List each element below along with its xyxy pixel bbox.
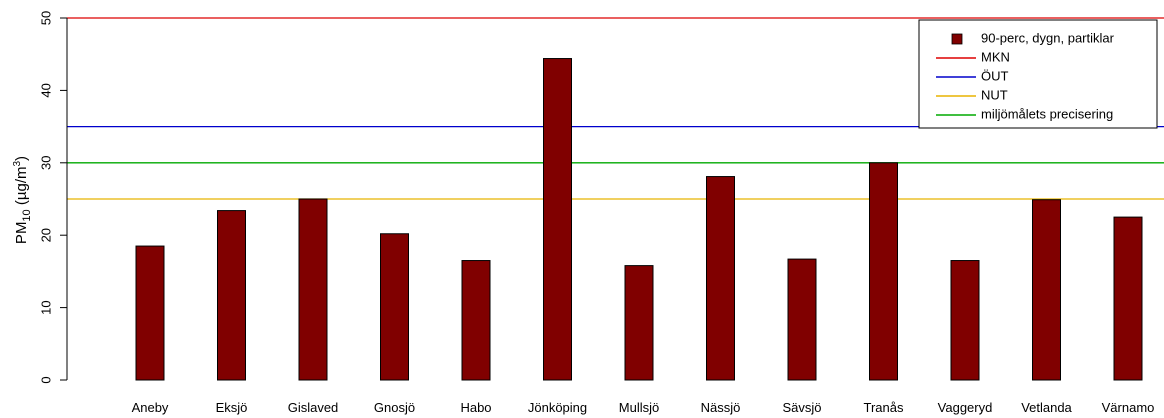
- bar-6: [624, 265, 654, 381]
- bars: [135, 58, 1143, 381]
- x-tick-label-7: Nässjö: [701, 400, 741, 415]
- bar-10: [950, 260, 980, 381]
- x-tick-label-3: Gnosjö: [374, 400, 415, 415]
- x-tick-label-5: Jönköping: [528, 400, 587, 415]
- legend-entry-0: 90-perc, dygn, partiklar: [981, 30, 1115, 45]
- legend-entry-3: NUT: [981, 87, 1008, 102]
- bar-4: [461, 260, 491, 381]
- x-tick-label-10: Vaggeryd: [938, 400, 993, 415]
- bar-8: [787, 258, 817, 381]
- legend-entry-2: ÖUT: [981, 68, 1009, 83]
- bar-5: [543, 58, 572, 381]
- x-tick-label-2: Gislaved: [288, 400, 339, 415]
- x-tick-label-12: Värnamo: [1102, 400, 1155, 415]
- bar-0: [135, 245, 165, 381]
- bar-9: [869, 162, 898, 381]
- bar-11: [1032, 199, 1061, 381]
- y-axis-label: PM10 (µg/m3): [12, 156, 33, 244]
- y-axis: 0 10 20 30 40 50: [38, 11, 68, 384]
- bar-12: [1113, 216, 1143, 381]
- x-tick-label-0: Aneby: [132, 400, 169, 415]
- legend-entry-1: MKN: [981, 49, 1010, 64]
- y-tick-label-0: 0: [38, 376, 53, 383]
- legend: 90-perc, dygn, partiklar MKN ÖUT NUT miljömå…: [918, 19, 1158, 129]
- x-tick-label-1: Eksjö: [216, 400, 248, 415]
- y-tick-label-3: 30: [38, 156, 53, 170]
- legend-swatch-0: [951, 33, 963, 45]
- x-tick-label-4: Habo: [460, 400, 491, 415]
- legend-entry-4: miljömålets precisering: [981, 106, 1113, 121]
- bar-1: [217, 210, 246, 381]
- bar-7: [706, 176, 735, 381]
- x-tick-label-11: Vetlanda: [1021, 400, 1072, 415]
- x-tick-label-9: Tranås: [864, 400, 904, 415]
- bar-2: [298, 198, 328, 381]
- bar-3: [380, 233, 409, 381]
- x-tick-label-6: Mullsjö: [619, 400, 659, 415]
- x-tick-label-8: Sävsjö: [782, 400, 821, 415]
- y-tick-label-5: 50: [38, 11, 53, 25]
- y-tick-label-1: 10: [38, 300, 53, 314]
- y-tick-label-4: 40: [38, 83, 53, 97]
- y-tick-label-2: 20: [38, 228, 53, 242]
- x-axis-labels: Aneby Eksjö Gislaved Gnosjö Habo Jönköping Mul…: [132, 400, 1155, 415]
